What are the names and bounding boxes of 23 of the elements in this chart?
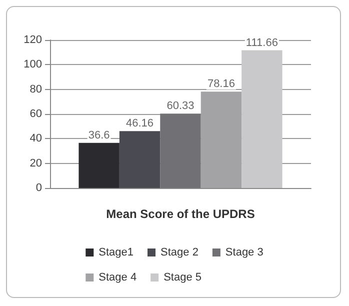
bar xyxy=(78,142,120,188)
x-axis-title: Mean Score of the UPDRS xyxy=(106,207,255,221)
bar xyxy=(119,131,160,188)
legend-label: Stage 5 xyxy=(164,272,202,284)
bar xyxy=(242,50,282,188)
y-tick-label: 20 xyxy=(30,157,42,170)
y-tick-label: 60 xyxy=(30,108,42,120)
bar xyxy=(200,92,242,188)
y-tick-label: 0 xyxy=(36,182,42,194)
data-label: 36.6 xyxy=(88,129,110,142)
legend-label: Stage 4 xyxy=(98,272,137,284)
legend-label: Stage 3 xyxy=(225,246,264,258)
y-tick-label: 80 xyxy=(30,83,42,96)
data-label: 78.16 xyxy=(207,78,235,90)
y-tick-label: 120 xyxy=(24,34,42,46)
y-tick-label: 100 xyxy=(24,58,42,71)
legend-label: Stage1 xyxy=(98,246,134,258)
bar xyxy=(160,114,201,188)
data-label: 46.16 xyxy=(126,118,154,130)
y-tick-label: 40 xyxy=(30,132,42,145)
data-label: 111.66 xyxy=(246,36,278,49)
data-label: 60.33 xyxy=(166,100,194,112)
legend-label: Stage 2 xyxy=(160,246,198,258)
